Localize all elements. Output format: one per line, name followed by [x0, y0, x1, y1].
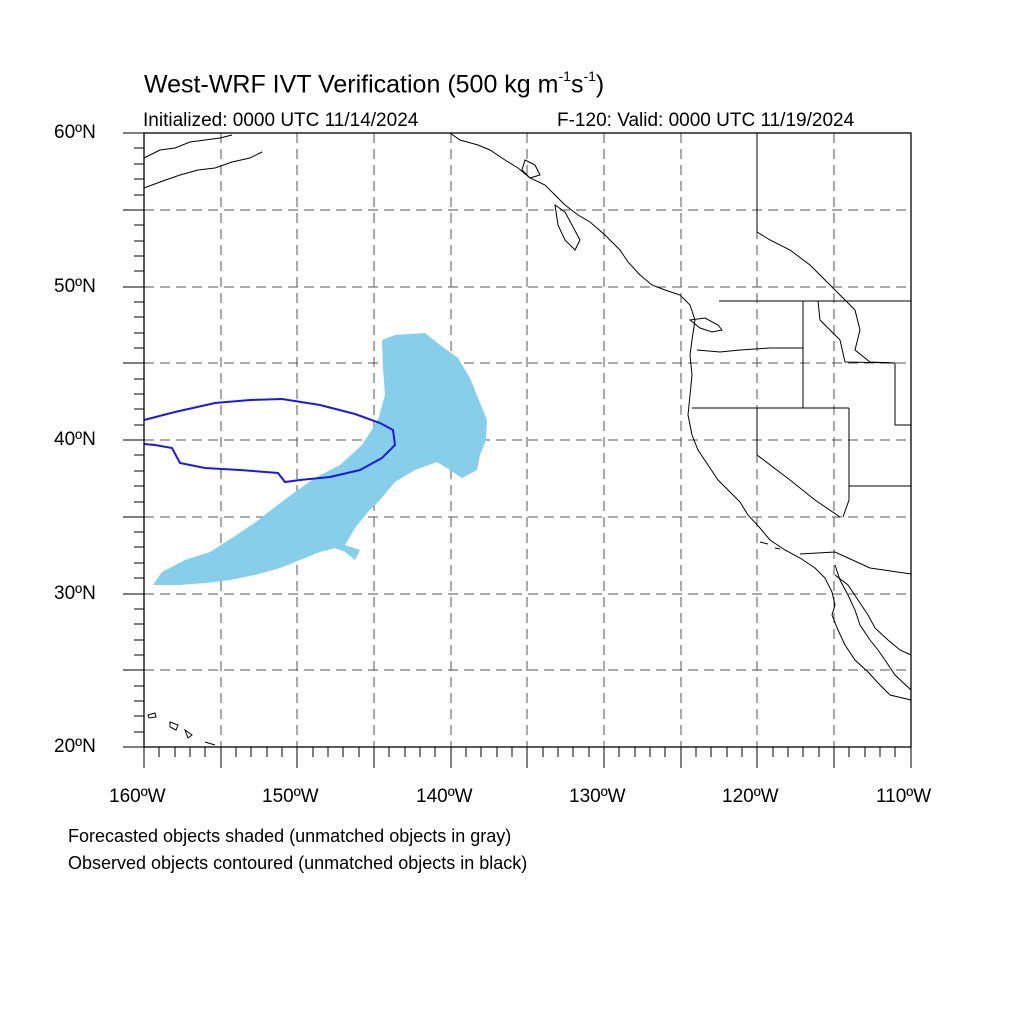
legend-forecast-note: Forecasted objects shaded (unmatched obj…: [68, 826, 512, 846]
legend-observed-note: Observed objects contoured (unmatched ob…: [68, 853, 528, 873]
political-borders: [692, 133, 912, 575]
grid-lines: [144, 133, 911, 747]
lon-label-160w: 160ºW: [109, 786, 166, 807]
axis-ticks: [123, 132, 912, 768]
valid-time-label: F-120: Valid: 0000 UTC 11/19/2024: [557, 110, 855, 131]
lon-label-120w: 120ºW: [722, 786, 779, 807]
observed-ivt-contour: [143, 397, 397, 484]
lon-label-150w: 150ºW: [262, 786, 319, 807]
lon-label-140w: 140ºW: [416, 786, 473, 807]
init-time-label: Initialized: 0000 UTC 11/14/2024: [143, 110, 419, 131]
lat-label-30n: 30ºN: [54, 583, 96, 604]
lat-label-60n: 60ºN: [54, 122, 96, 143]
lon-label-130w: 130ºW: [569, 786, 626, 807]
forecast-ivt-object: [153, 333, 487, 585]
lat-label-50n: 50ºN: [54, 276, 96, 297]
coastlines: [143, 132, 912, 746]
lat-label-20n: 20ºN: [54, 736, 96, 757]
chart-title: West-WRF IVT Verification (500 kg m-1s-1…: [144, 68, 605, 99]
lon-label-110w: 110ºW: [876, 786, 932, 807]
lat-label-40n: 40ºN: [54, 429, 96, 450]
